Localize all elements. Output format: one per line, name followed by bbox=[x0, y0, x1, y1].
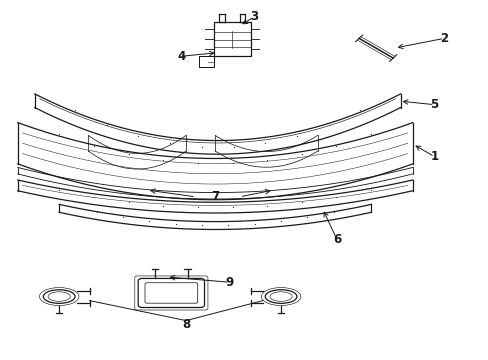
Text: 8: 8 bbox=[182, 318, 190, 331]
Text: 5: 5 bbox=[429, 98, 438, 111]
Text: 7: 7 bbox=[211, 190, 219, 203]
Text: 2: 2 bbox=[440, 32, 447, 45]
Bar bbox=[199, 56, 214, 67]
Bar bbox=[214, 22, 250, 56]
Text: 9: 9 bbox=[225, 276, 234, 289]
Text: 4: 4 bbox=[177, 50, 185, 63]
Text: 3: 3 bbox=[250, 10, 258, 23]
Text: 1: 1 bbox=[430, 150, 438, 163]
Text: 6: 6 bbox=[332, 233, 341, 246]
